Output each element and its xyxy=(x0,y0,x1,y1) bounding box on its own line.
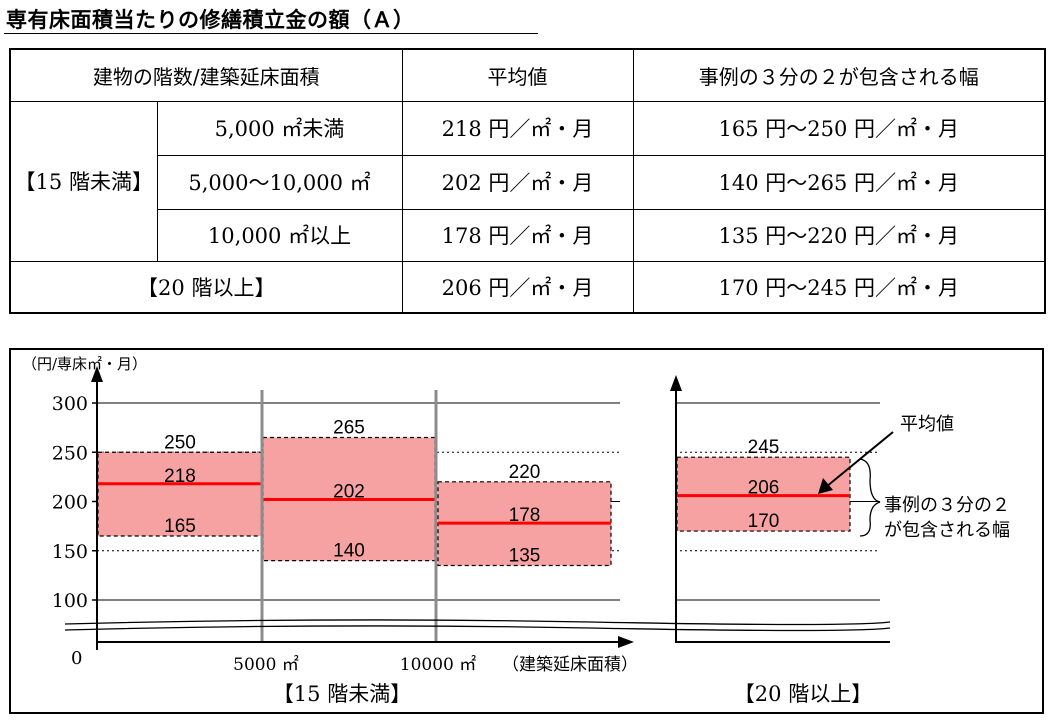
area-cell: 5,000 ㎡未満 xyxy=(156,100,403,156)
x-break-label: 10000 ㎡ xyxy=(400,655,476,675)
range-band xyxy=(97,451,263,537)
axis-break xyxy=(64,625,891,632)
y-axis-arrow xyxy=(670,375,682,391)
low-value-label: 170 xyxy=(748,511,780,532)
low-value-label: 140 xyxy=(333,541,365,562)
avg-cell: 178 円／㎡・月 xyxy=(401,208,634,262)
range-brace xyxy=(859,458,881,537)
x-axis-arrow xyxy=(618,636,634,648)
mean-value-label: 178 xyxy=(509,505,541,526)
avg-cell: 218 円／㎡・月 xyxy=(401,100,634,156)
high-value-label: 265 xyxy=(333,417,365,438)
mean-annotation-arrow xyxy=(825,431,894,488)
zero-label: 0 xyxy=(71,648,82,669)
range-cell: 140 円～265 円／㎡・月 xyxy=(632,154,1046,210)
header-range: 事例の３分の２が包含される幅 xyxy=(632,48,1046,102)
high-value-label: 250 xyxy=(164,432,196,453)
mean-value-label: 206 xyxy=(748,478,780,499)
axis-break xyxy=(64,619,891,626)
group-label: 【20 階以上】 xyxy=(734,682,872,706)
title-underline xyxy=(4,33,538,34)
x-axis-label: （建築延床面積） xyxy=(502,655,638,675)
low-value-label: 135 xyxy=(509,546,541,567)
y-tick-label: 200 xyxy=(52,492,88,514)
avg-cell: 206 円／㎡・月 xyxy=(401,260,634,314)
range-annotation: が包含される幅 xyxy=(884,520,1010,541)
area-cell: 5,000～10,000 ㎡ xyxy=(156,154,403,210)
group-label-under15: 【15 階未満】 xyxy=(9,100,158,262)
y-tick-label: 100 xyxy=(52,590,88,612)
range-annotation: 事例の３分の２ xyxy=(884,495,1010,516)
page-title: 専有床面積当たりの修繕積立金の額（Ａ） xyxy=(6,8,415,32)
y-axis-label: （円/専床㎡・月） xyxy=(22,355,147,373)
high-value-label: 245 xyxy=(748,437,780,458)
range-cell: 135 円～220 円／㎡・月 xyxy=(632,208,1046,262)
repair-reserve-table: 建物の階数/建築延床面積 平均値 事例の３分の２が包含される幅 【15 階未満】… xyxy=(9,48,1046,314)
high-value-label: 220 xyxy=(509,462,541,483)
mean-annotation: 平均値 xyxy=(900,414,954,435)
mean-value-label: 218 xyxy=(164,466,196,487)
area-cell: 10,000 ㎡以上 xyxy=(156,208,403,262)
range-cell: 170 円～245 円／㎡・月 xyxy=(632,260,1046,314)
group-label: 【15 階未満】 xyxy=(273,682,411,706)
y-axis-arrow xyxy=(91,366,103,382)
group-label-20plus: 【20 階以上】 xyxy=(9,260,403,314)
low-value-label: 165 xyxy=(164,516,196,537)
mean-annotation-arrowhead xyxy=(818,478,833,494)
chart-frame xyxy=(9,348,1044,714)
mean-value-label: 202 xyxy=(333,482,365,503)
y-tick-label: 250 xyxy=(52,442,88,464)
y-tick-label: 150 xyxy=(52,541,88,563)
x-break-label: 5000 ㎡ xyxy=(233,655,299,675)
y-tick-label: 300 xyxy=(52,393,88,415)
